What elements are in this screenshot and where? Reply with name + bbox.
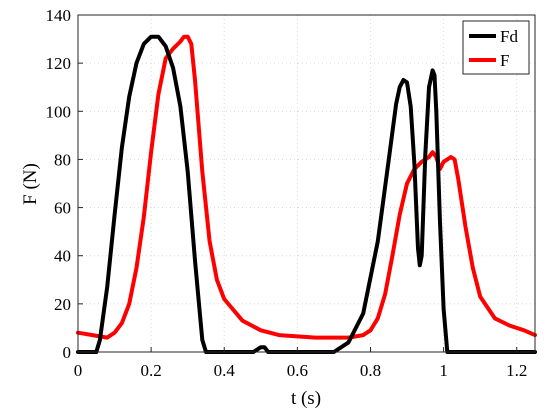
x-tick-label: 0.6: [287, 361, 308, 380]
legend-label-f: F: [500, 51, 509, 70]
legend-box: [462, 20, 530, 75]
x-tick-label: 1.2: [506, 361, 527, 380]
x-tick-label: 1: [439, 361, 448, 380]
x-tick-label: 0.4: [214, 361, 236, 380]
y-tick-label: 40: [54, 247, 71, 266]
y-tick-label: 60: [54, 199, 71, 218]
y-tick-label: 0: [63, 343, 72, 362]
y-tick-label: 20: [54, 295, 71, 314]
legend-label-fd: Fd: [500, 27, 518, 46]
y-tick-label: 80: [54, 150, 71, 169]
x-tick-label: 0: [74, 361, 83, 380]
x-tick-label: 0.2: [140, 361, 161, 380]
series-layer: [76, 34, 537, 354]
x-tick-label: 0.8: [360, 361, 381, 380]
legend: Fd F: [462, 20, 530, 75]
y-axis-label: F (N): [20, 163, 41, 205]
axis-ticks: 0 0.2 0.4 0.6 0.8 1 1.2 0 20 40 60 80 100 120 140: [46, 6, 528, 380]
plot-frame: [77, 14, 536, 353]
y-tick-label: 120: [46, 54, 72, 73]
series-line-f: [76, 34, 537, 340]
y-tick-label: 100: [46, 102, 72, 121]
x-axis-label: t (s): [291, 388, 321, 409]
y-tick-label: 140: [46, 6, 72, 25]
